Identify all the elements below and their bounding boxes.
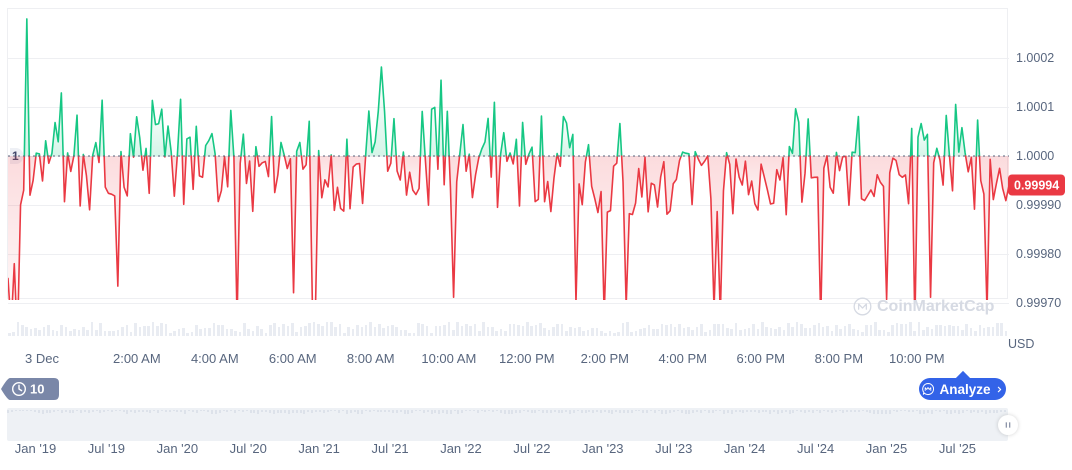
svg-text:10: 10 bbox=[30, 382, 44, 397]
